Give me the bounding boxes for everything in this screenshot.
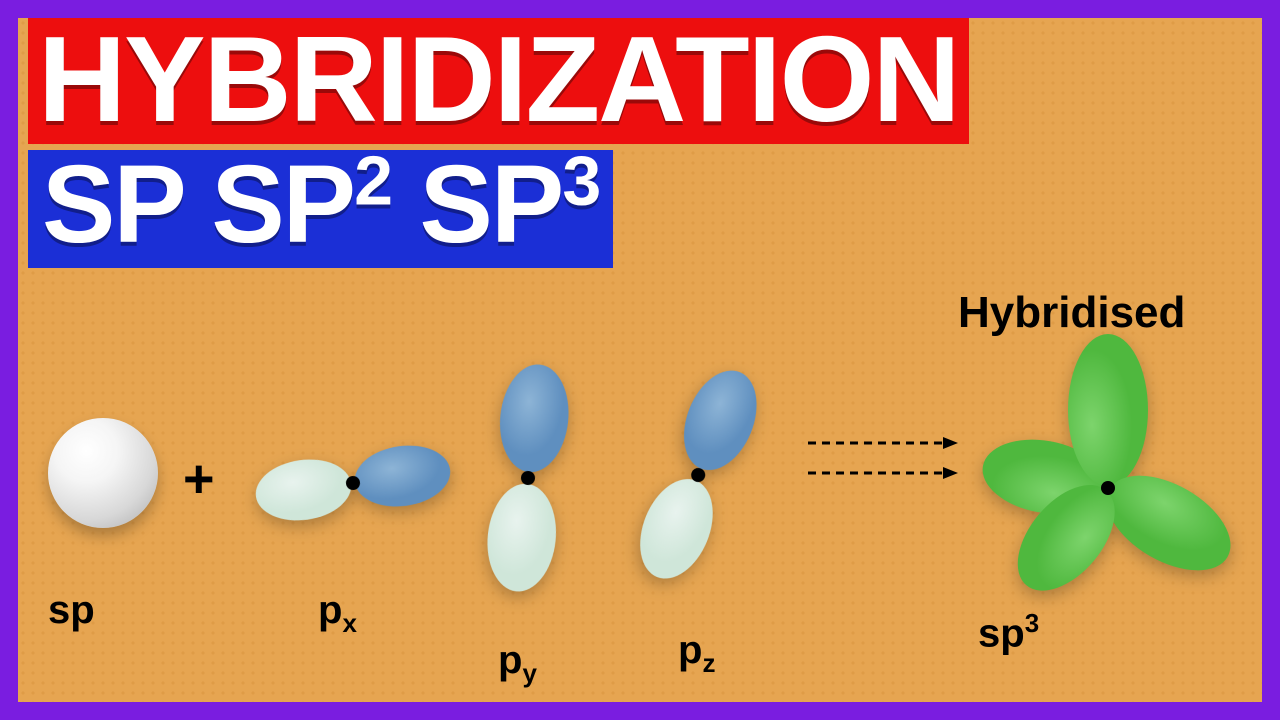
arrow-2 bbox=[808, 463, 958, 465]
label-px-p: p bbox=[318, 588, 342, 632]
title-sp-types: SP SP2 SP3 bbox=[28, 150, 613, 268]
label-sp3-sp: sp bbox=[978, 611, 1025, 655]
s-orbital-sphere bbox=[48, 418, 158, 528]
label-pz: pz bbox=[678, 628, 715, 679]
orbital-diagram: sp + px bbox=[18, 278, 1262, 708]
label-pz-sub: z bbox=[702, 648, 715, 678]
title-sp3-sup: 3 bbox=[562, 141, 599, 219]
label-px: px bbox=[318, 588, 357, 639]
py-orbital bbox=[456, 357, 599, 598]
title-sp: SP SP bbox=[42, 143, 354, 266]
label-sp3: sp3 bbox=[978, 608, 1039, 656]
sp3-orbital bbox=[958, 318, 1258, 638]
label-sp3-sup: 3 bbox=[1025, 608, 1039, 638]
title-sp2-sup: 2 bbox=[354, 141, 391, 219]
title-sp3-prefix: SP bbox=[391, 143, 562, 266]
label-px-sub: x bbox=[342, 608, 356, 638]
title-hybridization: HYBRIDIZATION bbox=[28, 18, 969, 144]
label-py-p: p bbox=[498, 638, 522, 682]
pz-orbital bbox=[600, 349, 796, 603]
label-sp: sp bbox=[48, 588, 95, 633]
px-orbital bbox=[246, 415, 459, 552]
label-py-sub: y bbox=[522, 658, 536, 688]
label-pz-p: p bbox=[678, 628, 702, 672]
arrow-1 bbox=[808, 433, 958, 435]
label-py: py bbox=[498, 638, 537, 689]
sp3-center-dot bbox=[1101, 481, 1115, 495]
infographic-frame: HYBRIDIZATION SP SP2 SP3 sp + px bbox=[0, 0, 1280, 720]
plus-symbol: + bbox=[183, 448, 215, 510]
